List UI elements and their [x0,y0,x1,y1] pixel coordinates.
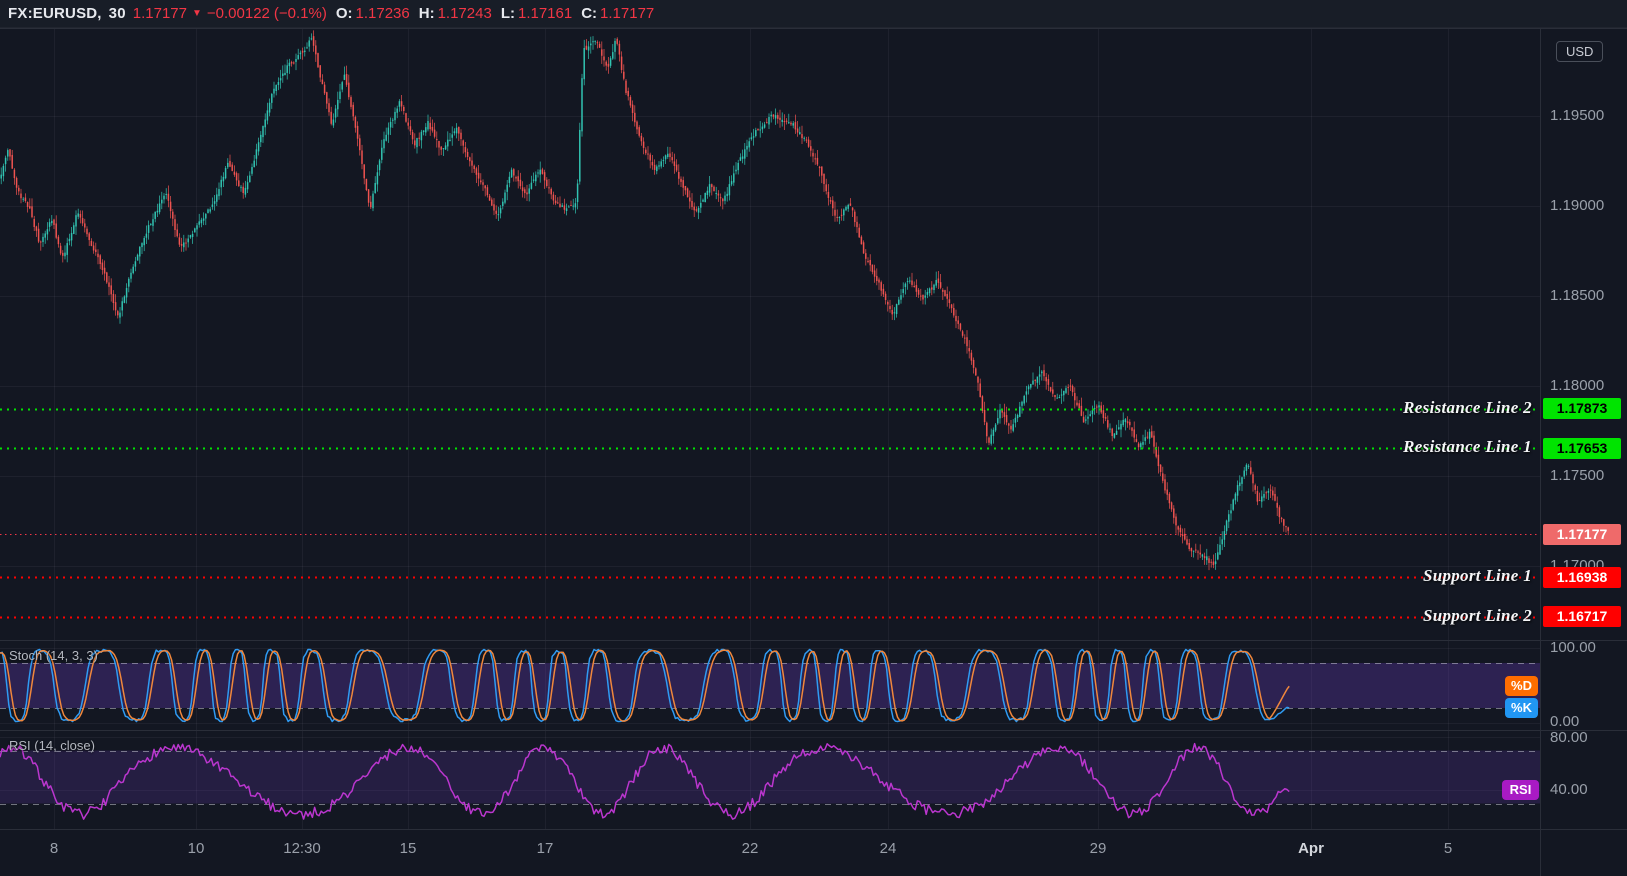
price-axis-tick: 1.18500 [1550,287,1605,304]
ohlc-label: C: [581,5,598,22]
current-price-chip: 1.17177 [1543,523,1621,545]
ohlc-value: 1.17243 [437,5,492,22]
price-change-pct: (−0.1%) [273,5,327,22]
time-axis-tick: 5 [1443,840,1453,857]
level-name-label[interactable]: Resistance Line 1 [1403,437,1532,457]
rsi-axis-tick: 40.00 [1550,781,1588,799]
rsi-pane-title[interactable]: RSI (14, close) [9,738,95,753]
ohlc-readout: O: 1.17236 H: 1.17243 L: 1.17161 C: 1.17177 [334,5,654,22]
ohlc-label: O: [335,5,353,22]
rsi-axis-tick: 80.00 [1550,729,1588,746]
time-axis-tick: 22 [741,840,759,857]
level-name-label[interactable]: Support Line 2 [1422,606,1532,626]
time-axis-tick: Apr [1298,840,1324,857]
level-name-label[interactable]: Support Line 1 [1422,566,1532,586]
time-axis-tick: 15 [399,840,417,857]
price-axis-tick: 1.18000 [1550,377,1605,394]
level-price-chip: 1.16717 [1543,606,1621,628]
price-down-icon: ▼ [192,8,202,19]
stoch-value-chip: %D [1505,676,1538,697]
price-axis-tick: 1.17500 [1550,467,1605,484]
level-price-chip: 1.17873 [1543,398,1621,420]
price-change: −0.00122 [206,5,270,22]
stoch-value-chip: %K [1505,698,1538,718]
currency-button[interactable]: USD [1556,41,1604,62]
level-price-chip: 1.16938 [1543,566,1621,588]
time-axis-tick: 8 [49,840,59,857]
last-price: 1.17177 [132,5,187,22]
price-axis-tick: 1.19000 [1550,197,1605,214]
level-price-chip: 1.17653 [1543,437,1621,459]
symbol-name[interactable]: FX:EURUSD, [8,5,102,22]
interval-label[interactable]: 30 [108,5,126,22]
ohlc-value: 1.17236 [355,5,410,22]
stoch-pane-title[interactable]: Stoch (14, 3, 3) [9,648,98,663]
price-axis-tick: 1.19500 [1550,107,1605,124]
ohlc-value: 1.17177 [600,5,655,22]
chart-legend-bar: FX:EURUSD, 30 1.17177 ▼ −0.00122 (−0.1%)… [0,0,1627,28]
stoch-axis-tick: 0.00 [1550,713,1580,730]
level-name-label[interactable]: Resistance Line 2 [1403,398,1532,418]
ohlc-label: H: [418,5,435,22]
ohlc-value: 1.17161 [517,5,573,22]
time-axis-tick: 10 [187,840,205,857]
ohlc-label: L: [500,5,515,22]
time-axis-tick: 12:30 [283,840,321,857]
time-axis-tick: 29 [1089,840,1107,857]
time-axis-tick: 17 [536,840,554,857]
time-axis-tick: 24 [879,840,897,857]
rsi-value-chip: RSI [1502,780,1539,801]
stoch-axis-tick: 100.00 [1550,639,1596,656]
